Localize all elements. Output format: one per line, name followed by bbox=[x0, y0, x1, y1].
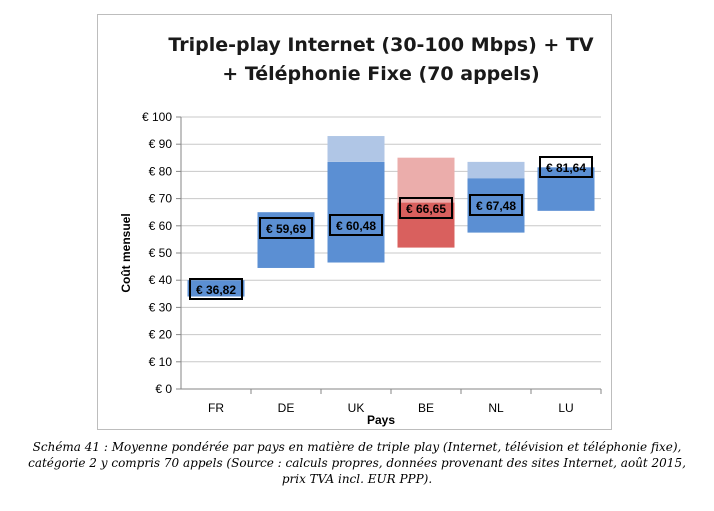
value-label: € 59,69 bbox=[266, 222, 306, 236]
x-tick-label: FR bbox=[208, 401, 224, 415]
bar-be-light bbox=[397, 157, 455, 203]
x-tick-label: BE bbox=[418, 401, 434, 415]
bar-uk-light bbox=[327, 136, 385, 162]
y-tick-label: € 10 bbox=[149, 355, 173, 369]
value-label-box bbox=[539, 156, 593, 178]
value-label: € 60,48 bbox=[336, 219, 376, 233]
value-label: € 36,82 bbox=[196, 283, 236, 297]
bar-nl-light bbox=[467, 161, 525, 179]
x-axis-title: Pays bbox=[367, 413, 395, 427]
caption-line: Schéma 41 : Moyenne pondérée par pays en… bbox=[32, 440, 682, 454]
y-tick-label: € 100 bbox=[142, 110, 172, 124]
bar-fr-dark bbox=[187, 280, 245, 297]
x-tick-label: NL bbox=[488, 401, 504, 415]
bar-lu-dark bbox=[537, 167, 595, 211]
y-tick-label: € 80 bbox=[149, 164, 173, 178]
bar-nl-dark bbox=[467, 178, 525, 233]
y-tick-label: € 20 bbox=[149, 328, 173, 342]
chart-title-line: + Téléphonie Fixe (70 appels) bbox=[222, 63, 539, 85]
y-tick-label: € 60 bbox=[149, 219, 173, 233]
caption-line: catégorie 2 y compris 70 appels (Source … bbox=[28, 456, 686, 470]
x-tick-label: LU bbox=[558, 401, 573, 415]
caption-line: prix TVA incl. EUR PPP). bbox=[281, 472, 433, 486]
y-tick-label: € 50 bbox=[149, 246, 173, 260]
value-label-box bbox=[399, 197, 453, 219]
chart-title-line: Triple-play Internet (30-100 Mbps) + TV bbox=[168, 34, 594, 56]
value-label-box bbox=[189, 278, 243, 300]
figure-caption: Schéma 41 : Moyenne pondérée par pays en… bbox=[0, 439, 714, 487]
value-label-box bbox=[259, 217, 313, 239]
x-tick-label: UK bbox=[348, 401, 365, 415]
value-label: € 67,48 bbox=[476, 199, 516, 213]
value-label-box bbox=[329, 214, 383, 236]
x-tick-label: DE bbox=[278, 401, 295, 415]
bar-be-dark bbox=[397, 202, 455, 248]
bar-uk-dark bbox=[327, 161, 385, 263]
y-tick-label: € 30 bbox=[149, 300, 173, 314]
y-tick-label: € 0 bbox=[155, 382, 172, 396]
value-label-box bbox=[469, 194, 523, 216]
y-tick-label: € 40 bbox=[149, 273, 173, 287]
value-label: € 66,65 bbox=[406, 202, 446, 216]
y-tick-label: € 70 bbox=[149, 192, 173, 206]
value-label: € 81,64 bbox=[546, 161, 586, 175]
bar-de-dark bbox=[257, 212, 315, 268]
y-tick-label: € 90 bbox=[149, 137, 173, 151]
y-axis-title: Coût mensuel bbox=[119, 213, 133, 292]
chart: Triple-play Internet (30-100 Mbps) + TV +… bbox=[119, 34, 602, 427]
